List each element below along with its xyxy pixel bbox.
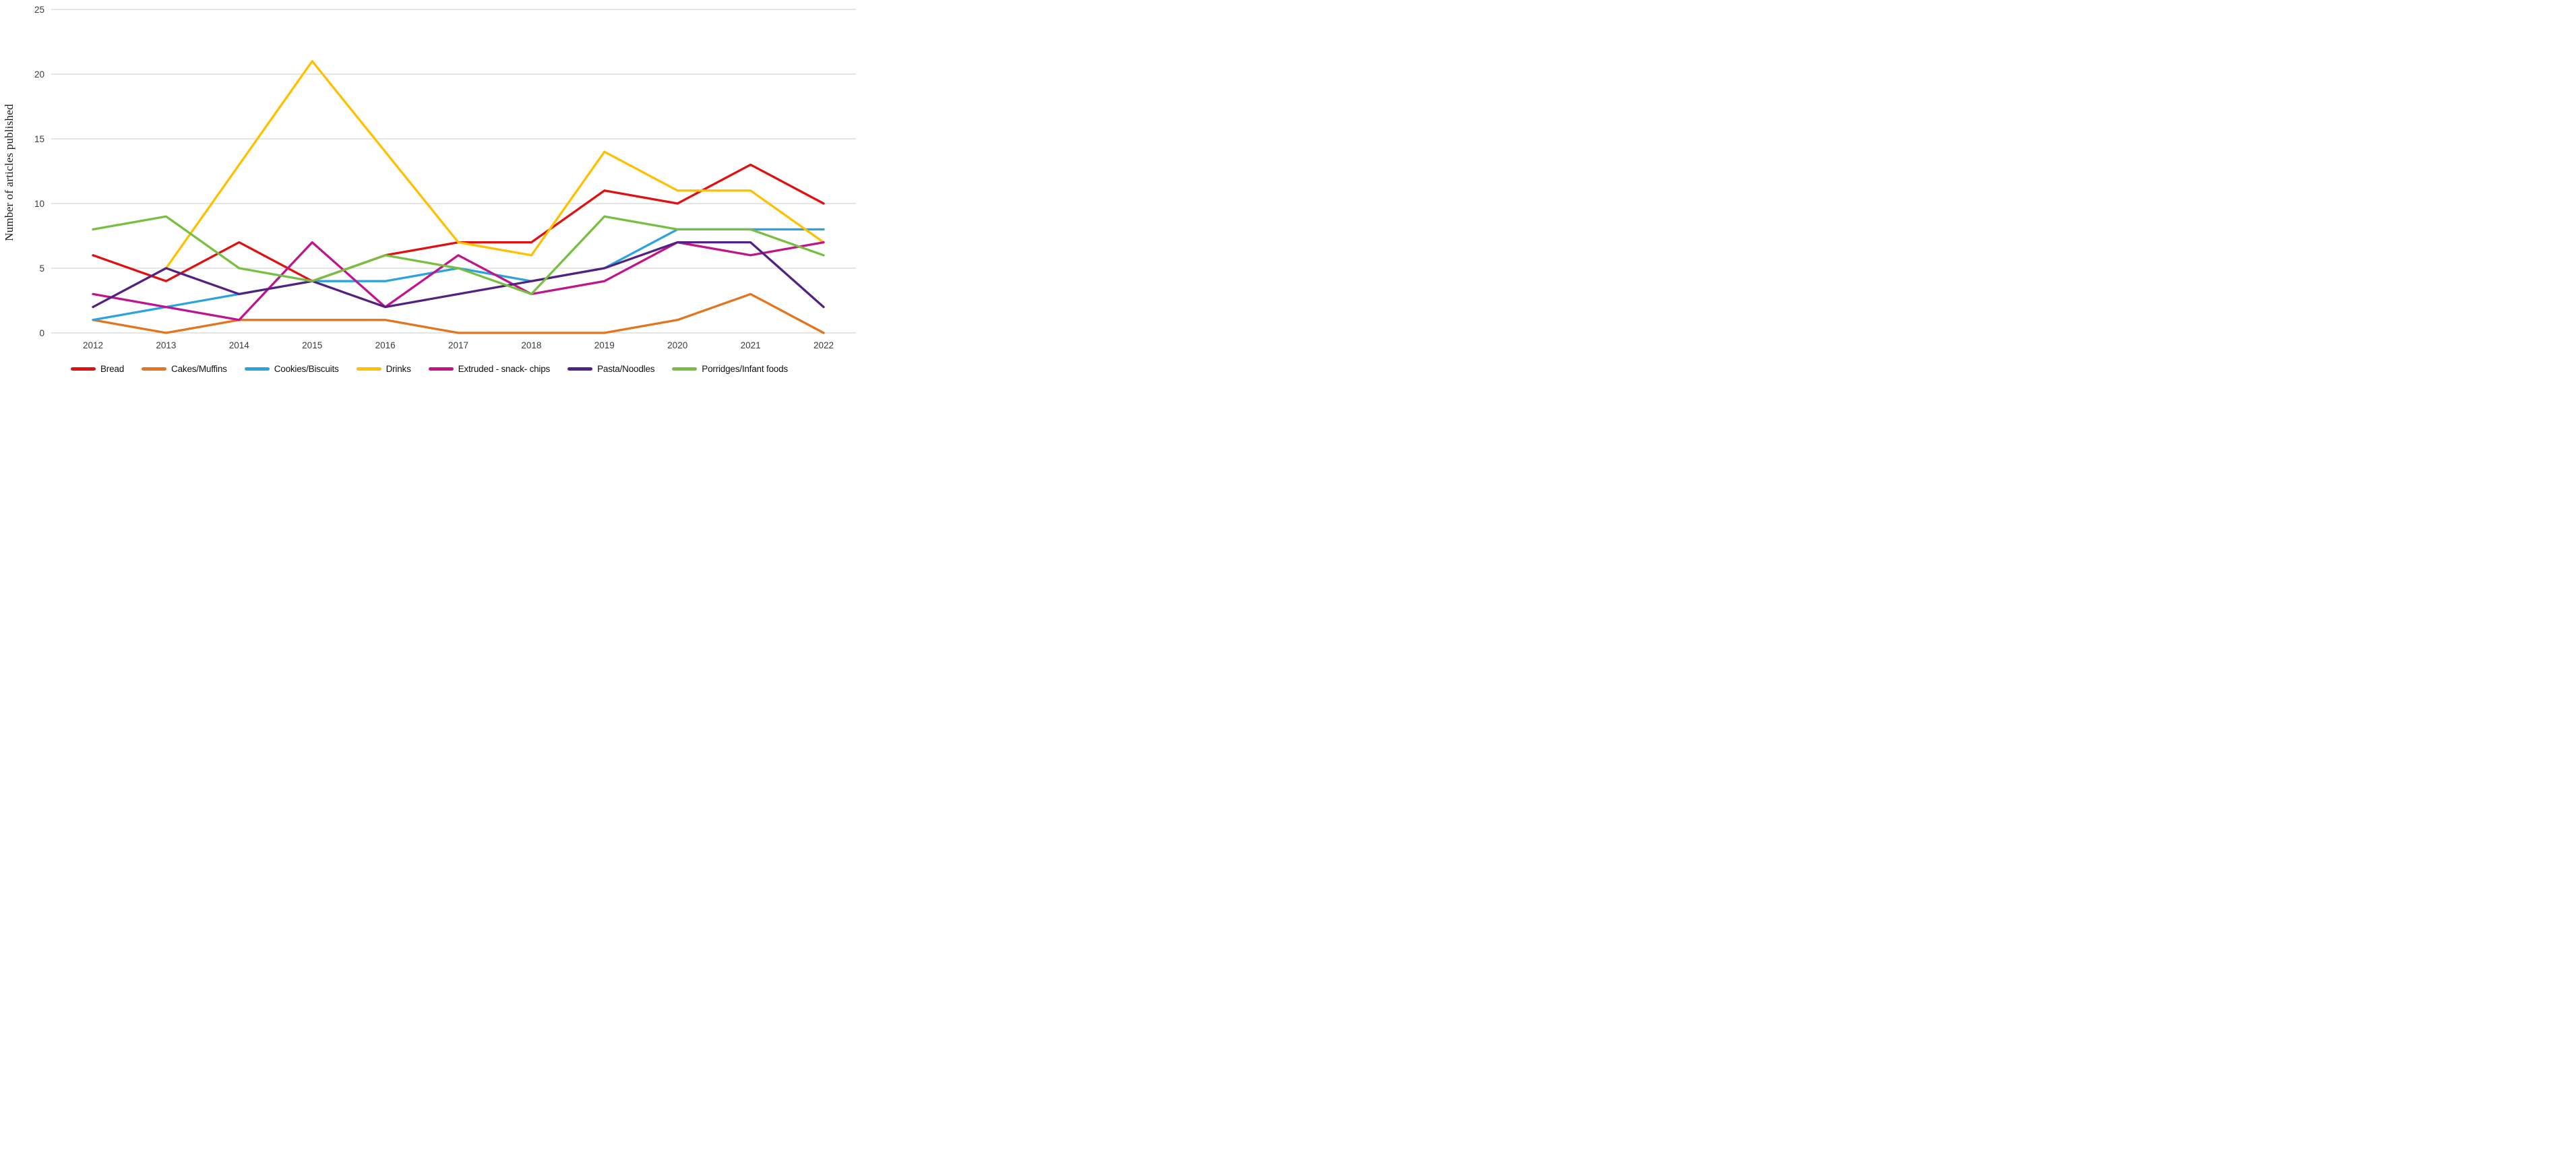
x-tick-label: 2015 bbox=[302, 340, 322, 350]
y-tick-label: 25 bbox=[34, 5, 44, 15]
x-tick-label: 2014 bbox=[229, 340, 250, 350]
legend-item: Extruded - snack- chips bbox=[428, 364, 551, 374]
series-line-extruded-snack-chips bbox=[92, 241, 825, 321]
y-tick-label: 0 bbox=[39, 328, 44, 338]
legend-label: Bread bbox=[100, 364, 125, 374]
x-tick-label: 2020 bbox=[667, 340, 687, 350]
legend-label: Pasta/Noodles bbox=[597, 364, 655, 374]
line-chart-canvas: 0 5 10 15 20 25 2012 2013 2014 2015 2016 2017 2018 20… bbox=[34, 5, 856, 350]
legend-item: Bread bbox=[71, 364, 124, 374]
legend-swatch-icon bbox=[142, 367, 167, 371]
x-tick-label: 2017 bbox=[448, 340, 468, 350]
x-tick-label: 2012 bbox=[83, 340, 103, 350]
chart-legend: Bread Cakes/Muffins Cookies/Biscuits Drinks… bbox=[0, 364, 859, 374]
legend-label: Porridges/Infant foods bbox=[702, 364, 788, 374]
legend-label: Extruded - snack- chips bbox=[458, 364, 551, 374]
series-line-pasta-noodles bbox=[92, 241, 825, 309]
legend-swatch-icon bbox=[71, 367, 96, 371]
legend-swatch-icon bbox=[356, 367, 381, 371]
y-tick-label: 10 bbox=[34, 199, 44, 209]
series-line-bread bbox=[92, 163, 825, 282]
x-tick-label: 2013 bbox=[156, 340, 176, 350]
x-tick-label: 2016 bbox=[375, 340, 396, 350]
x-tick-label: 2021 bbox=[741, 340, 761, 350]
series-line-cakes-muffins bbox=[92, 292, 825, 334]
legend-item: Porridges/Infant foods bbox=[672, 364, 788, 374]
line-chart: 0 5 10 15 20 25 2012 2013 2014 2015 2016 2017 2018 20… bbox=[0, 0, 859, 385]
y-axis-title: Number of articles published bbox=[3, 104, 16, 241]
legend-swatch-icon bbox=[672, 367, 698, 371]
legend-label: Drinks bbox=[386, 364, 411, 374]
y-tick-label: 15 bbox=[34, 134, 44, 144]
legend-swatch-icon bbox=[428, 367, 454, 371]
legend-item: Cookies/Biscuits bbox=[244, 364, 339, 374]
legend-label: Cookies/Biscuits bbox=[274, 364, 339, 374]
legend-swatch-icon bbox=[568, 367, 593, 371]
series-line-porridges-infant-foods bbox=[92, 215, 825, 296]
x-tick-label: 2022 bbox=[814, 340, 834, 350]
series-line-drinks bbox=[164, 60, 825, 270]
legend-label: Cakes/Muffins bbox=[171, 364, 227, 374]
x-tick-label: 2019 bbox=[594, 340, 615, 350]
y-tick-label: 20 bbox=[34, 69, 44, 80]
legend-swatch-icon bbox=[244, 367, 270, 371]
legend-item: Drinks bbox=[356, 364, 411, 374]
x-tick-label: 2018 bbox=[521, 340, 541, 350]
legend-item: Cakes/Muffins bbox=[142, 364, 227, 374]
legend-item: Pasta/Noodles bbox=[568, 364, 654, 374]
y-tick-label: 5 bbox=[39, 263, 44, 274]
